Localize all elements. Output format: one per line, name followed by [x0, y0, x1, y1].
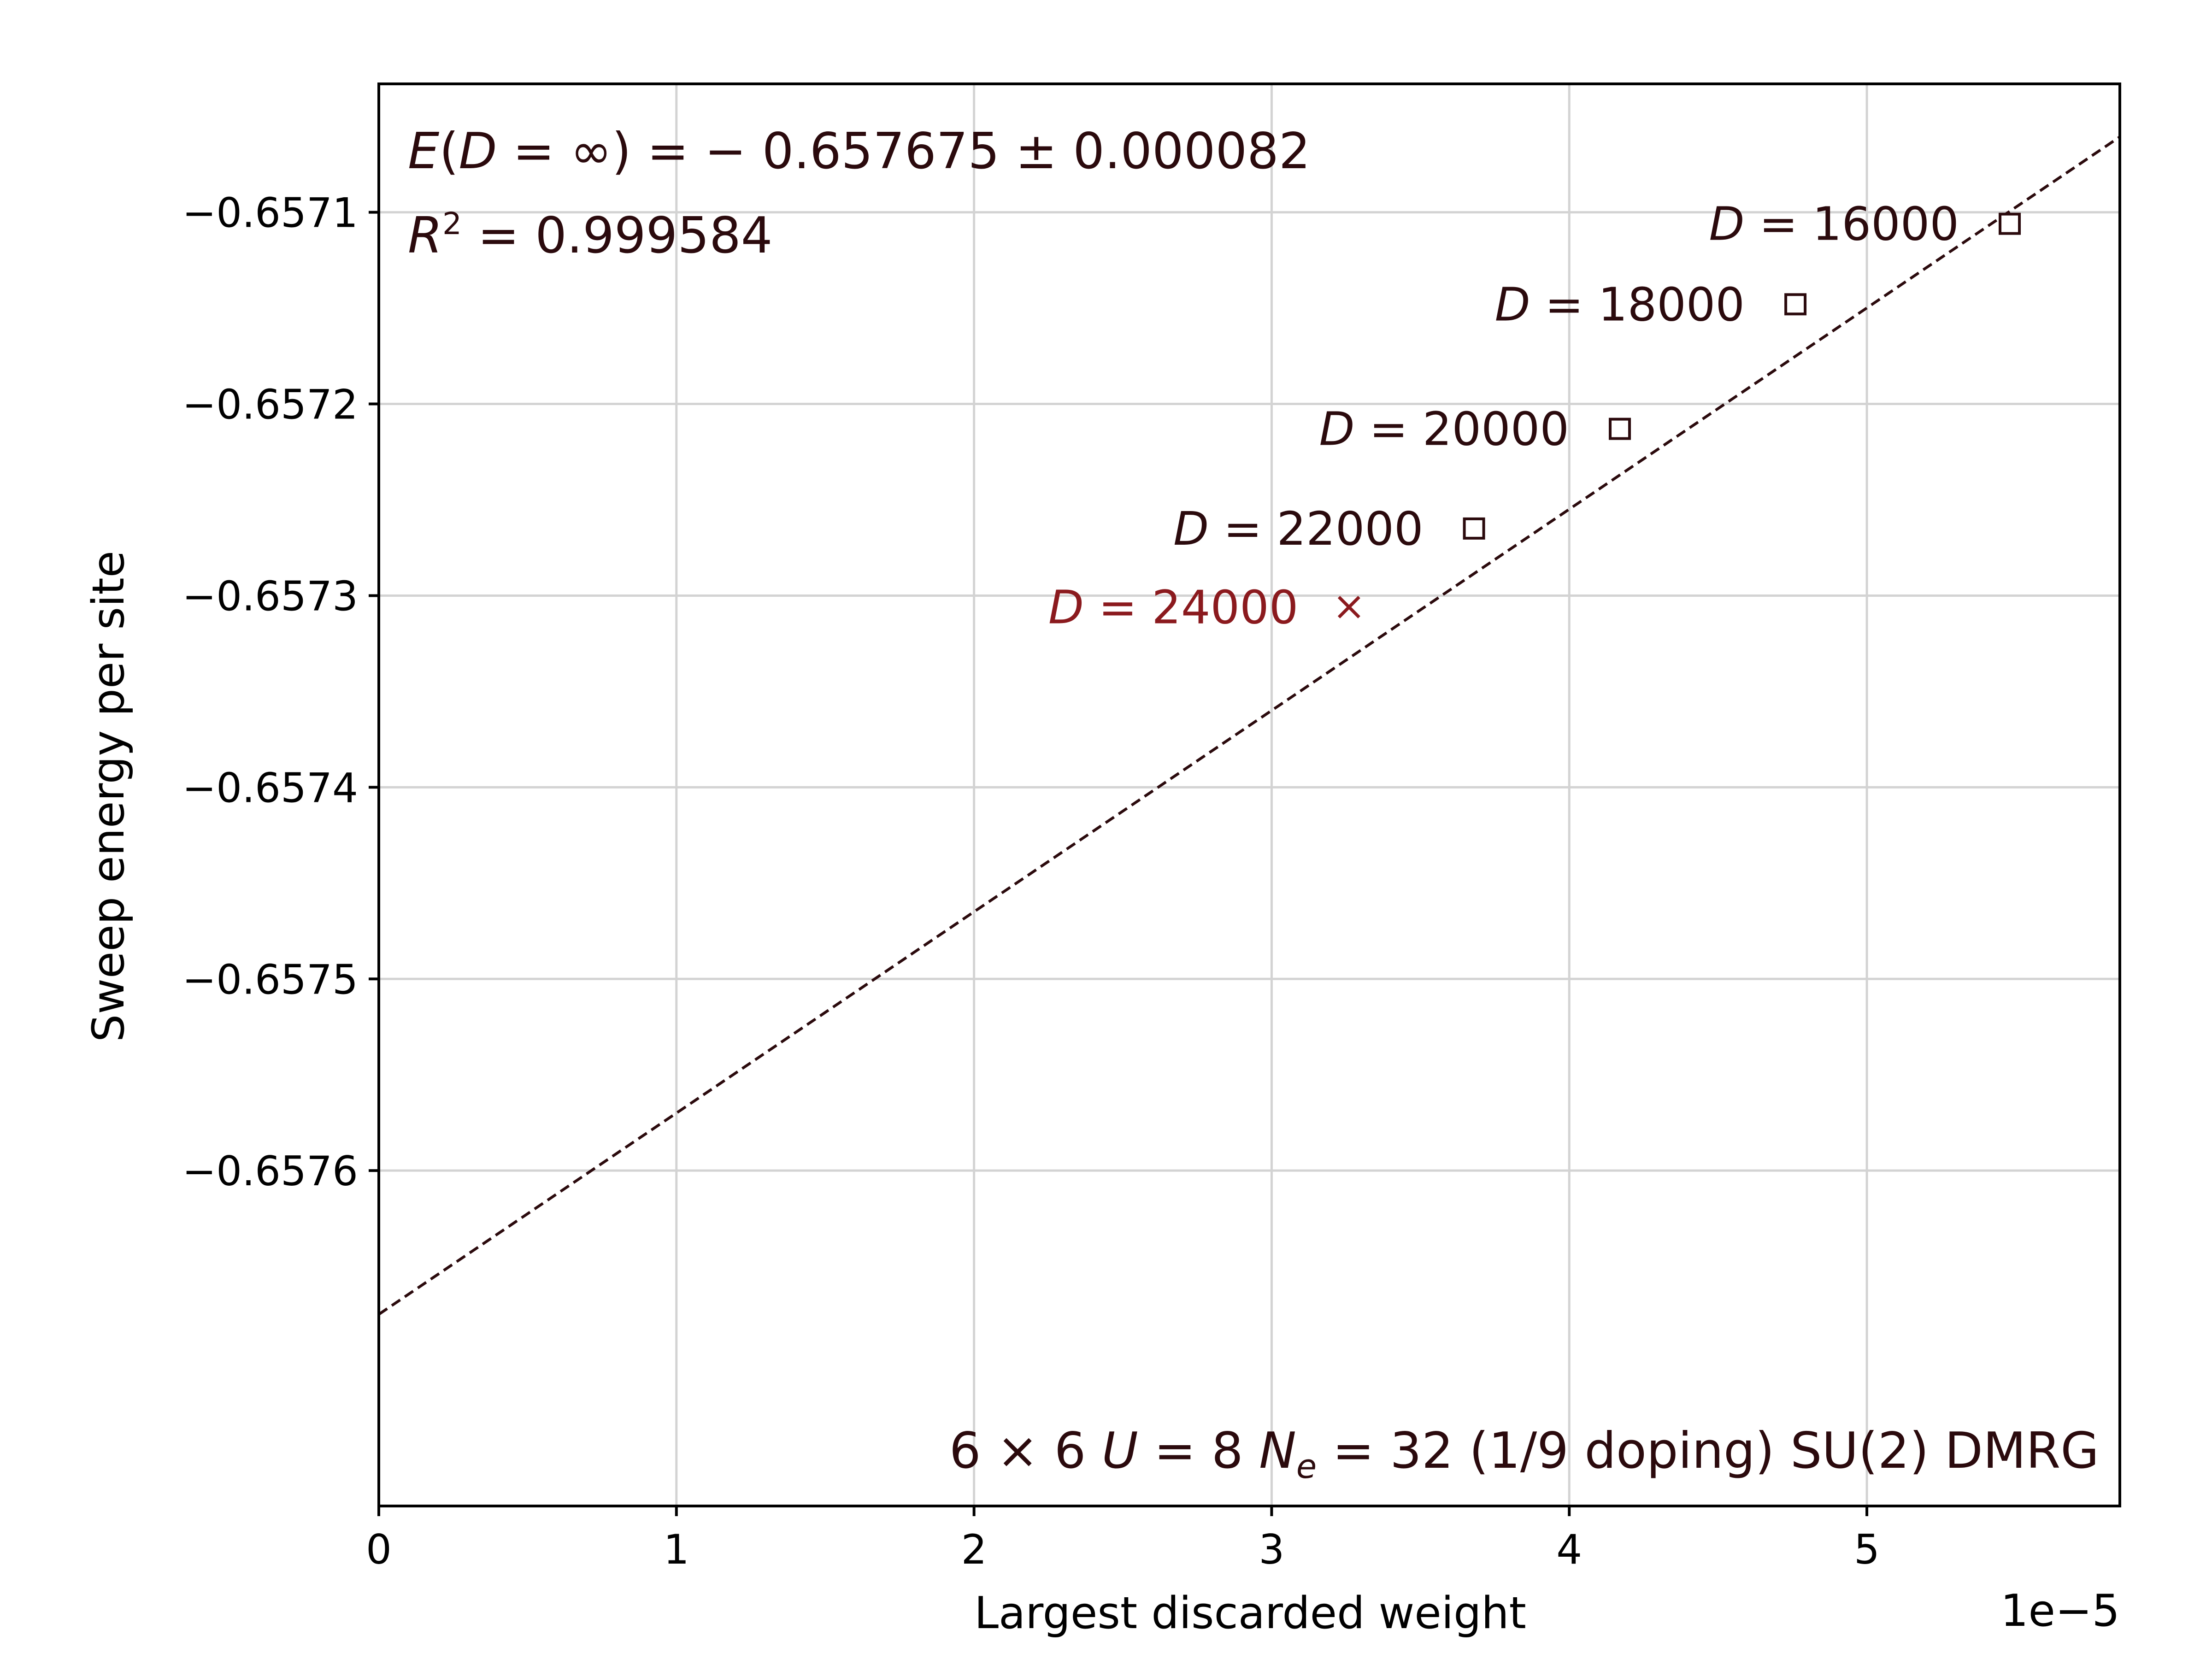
- square-marker: [1784, 293, 1807, 316]
- point-label: D = 22000: [1173, 502, 1424, 556]
- x-tick-label: 1: [664, 1526, 689, 1573]
- x-tick-label: 2: [961, 1526, 987, 1573]
- fit-line-layer: [378, 135, 2121, 1316]
- square-marker: [1609, 418, 1631, 440]
- r2-annotation: R2 = 0.999584: [408, 206, 773, 265]
- square-marker: [1999, 212, 2021, 235]
- y-tick-label: −0.6576: [182, 1147, 358, 1195]
- square-marker: [1463, 517, 1485, 540]
- point-label: D = 20000: [1319, 402, 1570, 456]
- energy-annotation: E(D = ∞) = − 0.657675 ± 0.000082: [408, 123, 1311, 180]
- point-label: D = 18000: [1495, 277, 1745, 331]
- x-tick-label: 0: [366, 1526, 392, 1573]
- point-label: D = 16000: [1709, 197, 1959, 251]
- y-tick-label: −0.6575: [182, 956, 358, 1003]
- y-axis-label: Sweep energy per site: [83, 551, 134, 1042]
- x-axis-label: Largest discarded weight: [974, 1588, 1526, 1639]
- y-tick-label: −0.6573: [182, 572, 358, 620]
- point-labels: D = 16000 D = 18000 D = 20000 D = 22000 D = …: [1048, 197, 1959, 635]
- fit-line: [378, 135, 2121, 1316]
- markers: [1337, 212, 2021, 618]
- ticks: 0 1 2 3 4 5 −0.6571 −0.6572 −0.6573 −0.6574 −0.657…: [182, 189, 1880, 1573]
- x-scale-label: 1e−5: [2000, 1586, 2120, 1636]
- x-marker: [1337, 595, 1360, 618]
- x-tick-label: 3: [1259, 1526, 1284, 1573]
- grid: [377, 84, 2120, 1506]
- axes-frame: [377, 82, 2121, 1507]
- x-tick-label: 5: [1854, 1526, 1880, 1573]
- point-label: D = 24000: [1048, 580, 1299, 634]
- y-tick-label: −0.6574: [182, 764, 358, 812]
- y-tick-label: −0.6572: [182, 381, 358, 429]
- system-annotation: 6 × 6 U = 8 Ne = 32 (1/9 doping) SU(2) D…: [949, 1422, 2099, 1486]
- y-tick-label: −0.6571: [182, 189, 358, 237]
- x-tick-label: 4: [1556, 1526, 1582, 1573]
